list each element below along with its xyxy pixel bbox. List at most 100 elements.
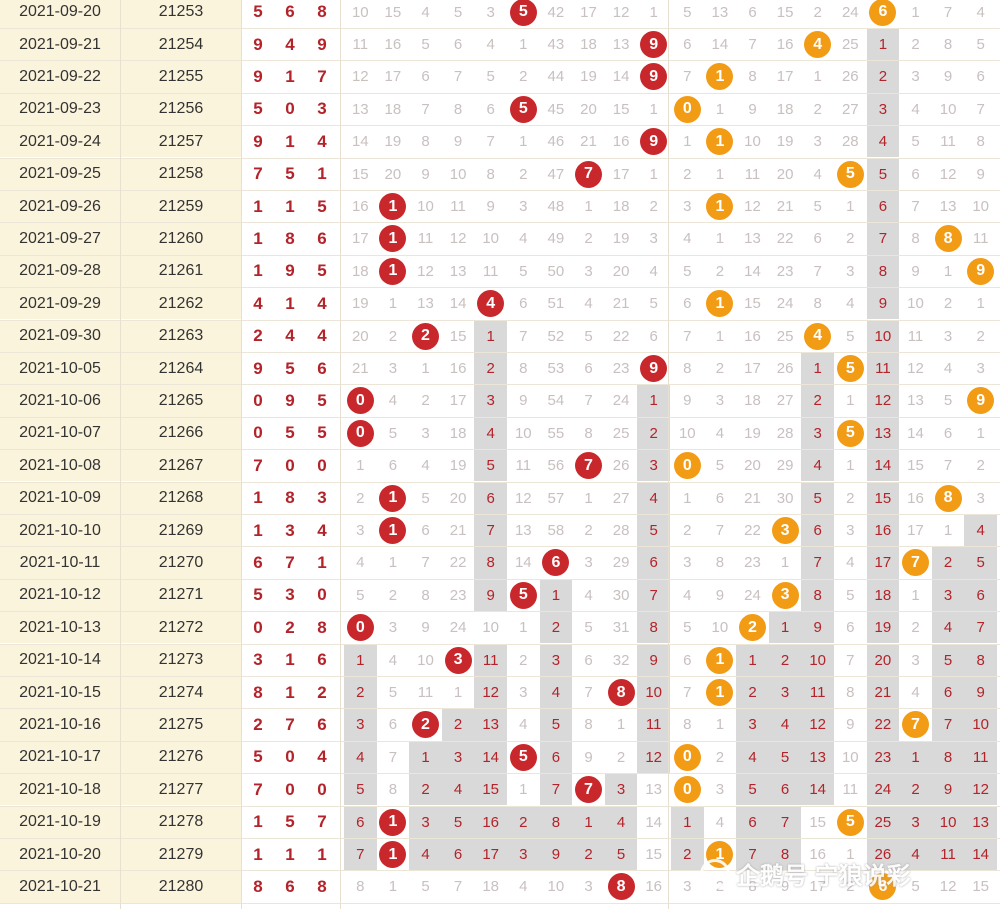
miss-count-cell: 2 bbox=[572, 223, 605, 255]
miss-count-cell: 8 bbox=[376, 774, 410, 806]
miss-count-cell: 9 bbox=[931, 774, 965, 806]
issue-number: 21276 bbox=[121, 741, 241, 774]
issue-number: 21280 bbox=[121, 871, 241, 903]
column-divider bbox=[340, 0, 341, 909]
digit-hit-ball-5: 5 bbox=[507, 741, 540, 774]
draw-date: 2021-10-21 bbox=[0, 871, 120, 903]
digit-hit-ball-8: 8 bbox=[604, 871, 638, 903]
miss-count-cell: 9 bbox=[507, 385, 540, 417]
miss-count-cell: 45 bbox=[539, 93, 573, 126]
miss-count-cell: 3 bbox=[931, 579, 965, 612]
miss-count-cell: 23 bbox=[441, 579, 475, 612]
miss-count-cell: 5 bbox=[931, 385, 965, 417]
miss-count-cell: 20 bbox=[604, 255, 638, 288]
miss-count-cell: 8 bbox=[572, 709, 605, 741]
miss-count-cell: 19 bbox=[768, 126, 802, 158]
miss-count-cell: 7 bbox=[441, 871, 475, 903]
miss-count-cell: 8 bbox=[671, 352, 704, 385]
position-hit-ball-3: 3 bbox=[768, 579, 802, 612]
miss-count-cell: 1 bbox=[931, 255, 965, 288]
miss-count-cell: 6 bbox=[964, 61, 997, 93]
miss-count-cell: 1 bbox=[507, 126, 540, 158]
miss-count-cell: 4 bbox=[474, 417, 507, 450]
miss-count-cell: 30 bbox=[604, 579, 638, 612]
table-row: 2021-09-23 21256 5 0 3 13 18 7 8 6 5 45 20 15 1 0 1 9 18 2 2… bbox=[0, 93, 1000, 126]
miss-count-cell: 2 bbox=[703, 352, 737, 385]
red-ball-icon: 9 bbox=[640, 355, 668, 383]
orange-ball-icon: 0 bbox=[673, 743, 701, 771]
position-hit-ball-0: 0 bbox=[671, 774, 704, 806]
miss-count-cell: 8 bbox=[801, 579, 834, 612]
miss-count-cell: 2 bbox=[768, 644, 802, 676]
miss-count-cell: 42 bbox=[539, 0, 573, 28]
miss-count-cell: 17 bbox=[572, 0, 605, 28]
miss-count-cell: 1 bbox=[768, 547, 802, 579]
miss-count-cell: 4 bbox=[866, 126, 900, 158]
miss-count-cell: 18 bbox=[736, 385, 769, 417]
miss-count-cell: 5 bbox=[507, 255, 540, 288]
position-hit-ball-5: 5 bbox=[834, 806, 867, 838]
miss-count-cell: 9 bbox=[409, 612, 442, 644]
winning-digit: 0 bbox=[274, 774, 306, 806]
miss-count-cell: 5 bbox=[376, 417, 410, 450]
orange-ball-icon: 5 bbox=[836, 355, 864, 383]
winning-digit: 3 bbox=[306, 482, 338, 514]
miss-count-cell: 3 bbox=[507, 838, 540, 871]
miss-count-cell: 12 bbox=[441, 223, 475, 255]
winning-digit: 1 bbox=[306, 547, 338, 579]
miss-count-cell: 4 bbox=[572, 288, 605, 320]
miss-count-cell: 5 bbox=[539, 709, 573, 741]
miss-count-cell: 1 bbox=[671, 806, 704, 838]
miss-count-cell: 2 bbox=[866, 61, 900, 93]
miss-count-cell: 1 bbox=[572, 482, 605, 514]
miss-count-cell: 3 bbox=[671, 547, 704, 579]
winning-digit: 9 bbox=[306, 28, 338, 61]
position-hit-ball-7: 7 bbox=[899, 709, 932, 741]
miss-count-cell: 24 bbox=[441, 612, 475, 644]
miss-count-cell: 10 bbox=[736, 126, 769, 158]
miss-count-cell: 6 bbox=[376, 450, 410, 482]
miss-count-cell: 2 bbox=[931, 288, 965, 320]
miss-count-cell: 1 bbox=[964, 417, 997, 450]
miss-count-cell: 12 bbox=[409, 255, 442, 288]
miss-count-cell: 7 bbox=[539, 774, 573, 806]
issue-number: 21257 bbox=[121, 126, 241, 158]
miss-count-cell: 1 bbox=[637, 385, 670, 417]
miss-count-cell: 1 bbox=[604, 709, 638, 741]
orange-ball-icon: 0 bbox=[673, 776, 701, 804]
red-ball-icon: 2 bbox=[411, 322, 439, 350]
draw-date: 2021-09-24 bbox=[0, 126, 120, 158]
miss-count-cell: 10 bbox=[801, 644, 834, 676]
miss-count-cell: 13 bbox=[474, 709, 507, 741]
orange-ball-icon: 6 bbox=[869, 873, 897, 901]
orange-ball-icon: 3 bbox=[771, 517, 799, 545]
miss-count-cell: 7 bbox=[866, 223, 900, 255]
digit-hit-ball-9: 9 bbox=[637, 352, 670, 385]
red-ball-icon: 0 bbox=[346, 614, 374, 642]
miss-count-cell: 8 bbox=[964, 644, 997, 676]
orange-ball-icon: 5 bbox=[836, 808, 864, 836]
issue-number: 21269 bbox=[121, 514, 241, 547]
miss-count-cell: 14 bbox=[801, 774, 834, 806]
miss-count-cell: 2 bbox=[376, 579, 410, 612]
winning-digit: 6 bbox=[306, 709, 338, 741]
miss-count-cell: 10 bbox=[964, 190, 997, 223]
miss-count-cell: 15 bbox=[899, 450, 932, 482]
issue-number: 21253 bbox=[121, 0, 241, 28]
miss-count-cell: 9 bbox=[736, 93, 769, 126]
miss-count-cell: 1 bbox=[899, 741, 932, 774]
miss-count-cell: 5 bbox=[572, 320, 605, 352]
miss-count-cell: 11 bbox=[866, 352, 900, 385]
issue-number: 21275 bbox=[121, 709, 241, 741]
winning-digit: 2 bbox=[274, 612, 306, 644]
miss-count-cell: 8 bbox=[931, 28, 965, 61]
miss-count-cell: 14 bbox=[441, 288, 475, 320]
red-ball-icon: 5 bbox=[509, 95, 537, 123]
red-ball-icon: 1 bbox=[379, 841, 407, 869]
winning-digit: 0 bbox=[242, 385, 274, 417]
miss-count-cell: 10 bbox=[964, 709, 997, 741]
winning-digit: 1 bbox=[242, 223, 274, 255]
miss-count-cell: 9 bbox=[539, 838, 573, 871]
table-row: 2021-09-20 21253 5 6 8 10 15 4 5 3 5 42 17 12 1 5 13 6 15 2… bbox=[0, 0, 1000, 29]
winning-digit: 0 bbox=[306, 774, 338, 806]
